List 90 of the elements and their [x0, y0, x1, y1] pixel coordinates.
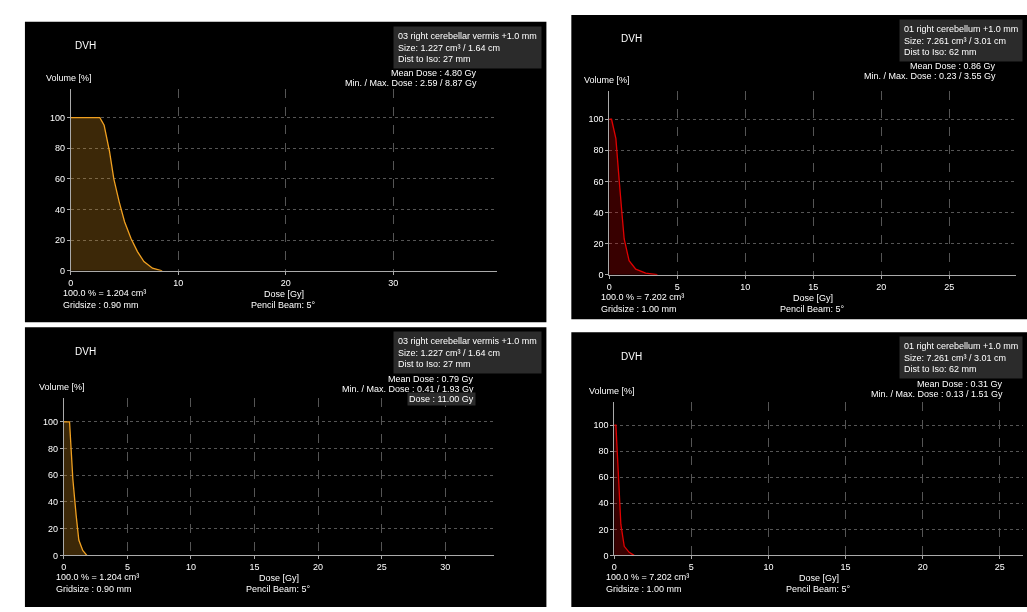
text: 01 right cerebellum +1.0 mm [904, 24, 1019, 34]
text: 100.0 % = 1.204 cm³ [63, 288, 147, 298]
x-tick-label: 5 [674, 281, 680, 292]
y-tick-label: 60 [598, 472, 609, 483]
text: Mean Dose : 4.80 Gy [391, 68, 477, 78]
x-tick-label: 10 [173, 277, 184, 288]
y-axis-title: Volume [%] [584, 75, 630, 85]
text: Size: 1.227 cm³ / 1.64 cm [398, 42, 501, 53]
x-tick-label: 5 [688, 562, 694, 573]
y-tick-label: 0 [53, 550, 59, 561]
text: Size: 7.261 cm³ / 3.01 cm [904, 35, 1007, 46]
y-tick-label: 20 [54, 235, 65, 246]
y-tick-label: 80 [48, 443, 59, 454]
text: Gridsize : 1.00 mm [606, 583, 682, 594]
text: Pencil Beam: 5° [780, 304, 845, 314]
text: Gridsize : 0.90 mm [63, 299, 139, 310]
y-axis-title: Volume [%] [46, 73, 92, 83]
y-tick-label: 60 [593, 176, 604, 187]
text: 03 right cerebellar vermis +1.0 mm [398, 336, 537, 346]
x-axis-title: Dose [Gy] [264, 289, 305, 299]
text: 100.0 % = 7.202 cm³ [606, 572, 690, 582]
chart-title: DVH [75, 40, 97, 51]
x-axis-title: Dose [Gy] [793, 293, 834, 303]
annotation: Dose : 11.00 Gy [409, 394, 474, 404]
x-tick-label: 20 [280, 277, 291, 288]
y-tick-label: 60 [54, 174, 65, 185]
text: Pencil Beam: 5° [246, 584, 311, 594]
y-tick-label: 20 [598, 524, 609, 535]
text: 100.0 % = 1.204 cm³ [56, 572, 140, 582]
x-tick-label: 10 [740, 281, 751, 292]
x-axis-title: Dose [Gy] [799, 573, 840, 583]
text: Size: 7.261 cm³ / 3.01 cm [904, 352, 1007, 363]
x-tick-label: 15 [249, 562, 260, 573]
text: Min. / Max. Dose : 2.59 / 8.87 Gy [345, 78, 478, 88]
y-tick-label: 80 [54, 143, 65, 154]
y-tick-label: 100 [42, 416, 59, 427]
y-tick-label: 0 [59, 265, 65, 276]
y-tick-label: 60 [48, 470, 59, 481]
text: Mean Dose : 0.31 Gy [917, 379, 1003, 389]
text: Size: 1.227 cm³ / 1.64 cm [398, 347, 501, 358]
text: Min. / Max. Dose : 0.13 / 1.51 Gy [871, 389, 1004, 399]
y-tick-label: 80 [598, 446, 609, 457]
text: Dist to Iso: 62 mm [904, 47, 977, 58]
x-tick-label: 20 [313, 562, 324, 573]
y-tick-label: 100 [593, 420, 609, 431]
chart-title: DVH [621, 33, 643, 44]
x-tick-label: 10 [185, 562, 196, 573]
text: Min. / Max. Dose : 0.23 / 3.55 Gy [864, 71, 997, 81]
y-axis-title: Volume [%] [589, 386, 635, 396]
x-tick-label: 5 [124, 562, 130, 573]
text: Gridsize : 1.00 mm [601, 303, 677, 314]
x-tick-label: 25 [994, 562, 1005, 573]
text: Mean Dose : 0.79 Gy [388, 374, 474, 384]
x-tick-label: 0 [68, 277, 74, 288]
x-tick-label: 25 [944, 281, 955, 292]
y-tick-label: 40 [593, 207, 604, 218]
x-tick-label: 15 [840, 562, 851, 573]
x-tick-label: 20 [917, 562, 928, 573]
text: 100.0 % = 7.202 cm³ [601, 292, 685, 302]
y-tick-label: 20 [48, 523, 59, 534]
text: 03 right cerebellar vermis +1.0 mm [398, 31, 537, 41]
x-axis-title: Dose [Gy] [259, 573, 300, 583]
x-tick-label: 25 [376, 562, 387, 573]
text: 01 right cerebellum +1.0 mm [904, 341, 1019, 351]
y-tick-label: 40 [48, 497, 59, 508]
y-axis-title: Volume [%] [39, 382, 85, 392]
text: Dist to Iso: 62 mm [904, 364, 977, 375]
y-tick-label: 40 [598, 498, 609, 509]
text: Gridsize : 0.90 mm [56, 583, 132, 594]
y-tick-label: 20 [593, 238, 604, 249]
y-tick-label: 0 [598, 269, 604, 280]
y-tick-label: 80 [593, 145, 604, 156]
x-tick-label: 10 [763, 562, 774, 573]
text: Pencil Beam: 5° [786, 584, 851, 594]
y-tick-label: 40 [54, 204, 65, 215]
y-tick-label: 0 [603, 550, 609, 561]
text: Pencil Beam: 5° [251, 300, 316, 310]
x-tick-label: 30 [440, 562, 451, 573]
chart-title: DVH [621, 351, 643, 362]
y-tick-label: 100 [588, 114, 604, 125]
x-tick-label: 30 [388, 277, 399, 288]
text: Mean Dose : 0.86 Gy [910, 61, 996, 71]
x-tick-label: 0 [611, 562, 617, 573]
chart-title: DVH [75, 346, 97, 357]
text: Min. / Max. Dose : 0.41 / 1.93 Gy [342, 384, 475, 394]
x-tick-label: 15 [808, 281, 819, 292]
x-tick-label: 20 [876, 281, 887, 292]
y-tick-label: 100 [49, 112, 65, 123]
text: Dist to Iso: 27 mm [398, 54, 471, 65]
text: Dist to Iso: 27 mm [398, 359, 471, 370]
